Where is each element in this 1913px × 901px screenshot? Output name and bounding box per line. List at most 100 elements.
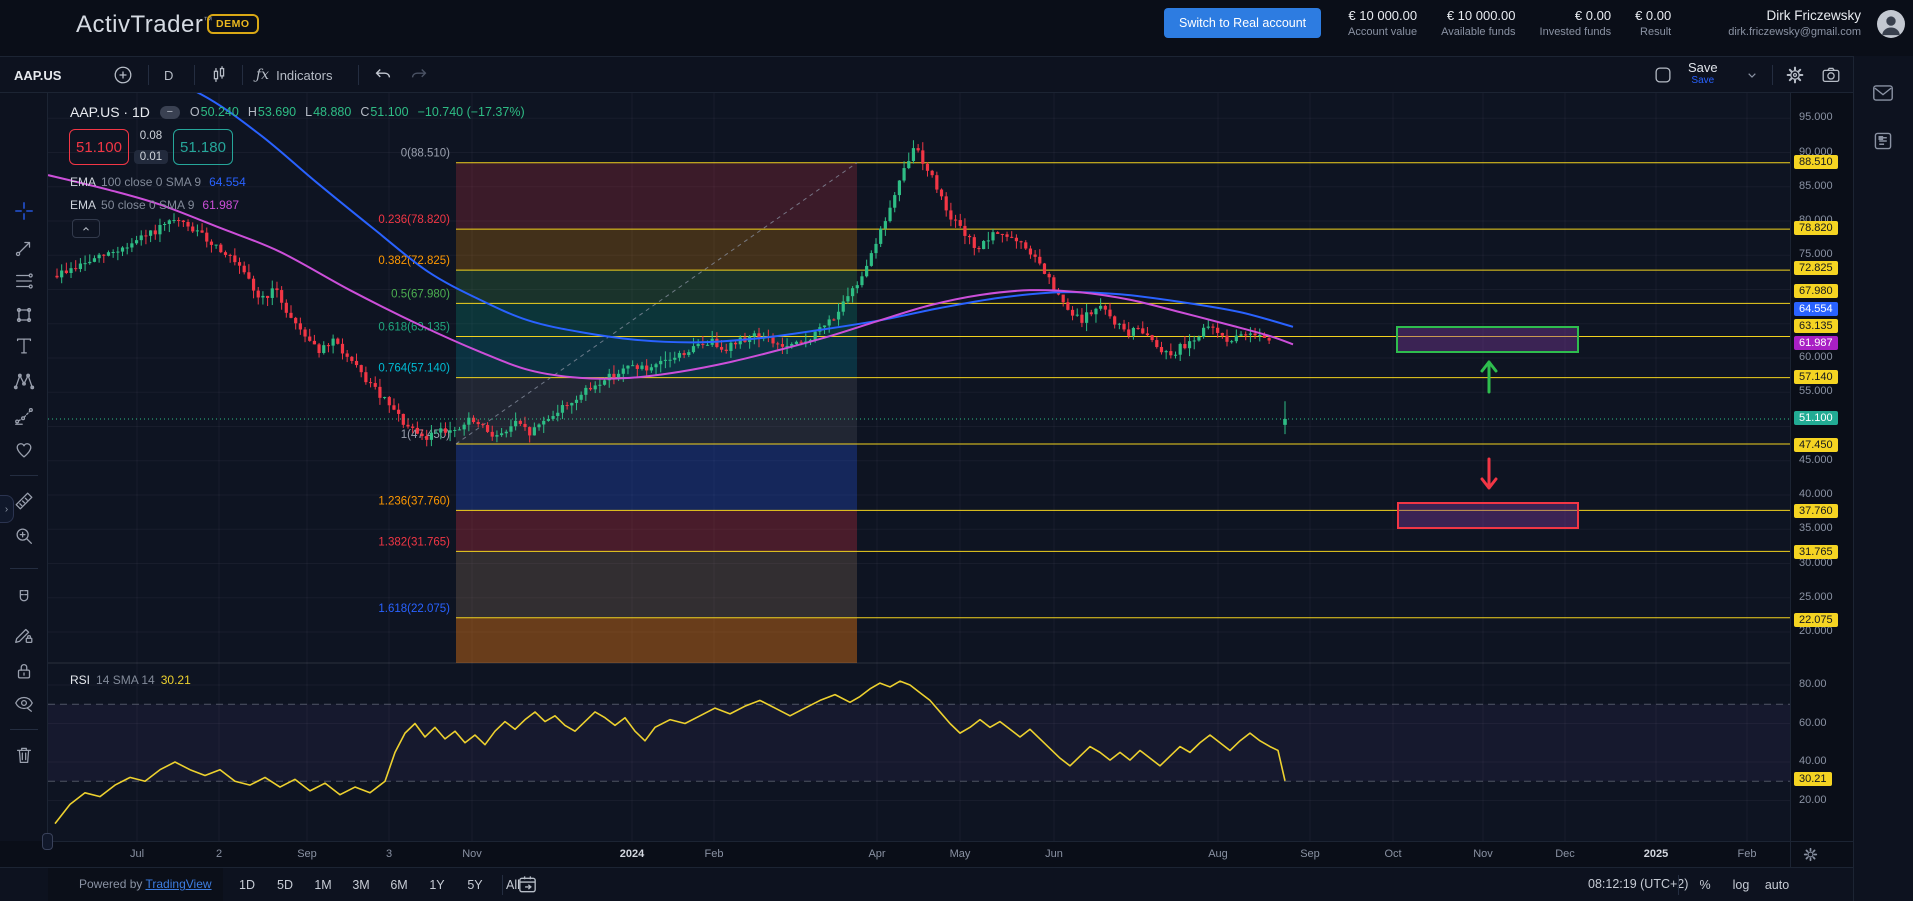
tool-crosshair[interactable] xyxy=(13,200,35,222)
calendar-icon xyxy=(516,873,539,896)
range-button-all[interactable]: All xyxy=(506,877,520,892)
watchlist-expand-handle[interactable]: › xyxy=(0,495,14,523)
range-button-6m[interactable]: 6M xyxy=(390,877,408,892)
range-button-5d[interactable]: 5D xyxy=(277,877,293,892)
price-chart[interactable]: 0(88.510)0.236(78.820)0.382(72.825)0.5(6… xyxy=(48,93,1790,841)
time-label: Nov xyxy=(462,848,482,860)
ohlc-pair: C51.100 xyxy=(360,105,409,119)
ohlc-pair: O50.240 xyxy=(189,105,239,119)
bottom-bar: Powered by TradingView 1D 5D 1M 3M 6M 1Y 5Y All… xyxy=(0,867,1913,901)
tool-forecast[interactable] xyxy=(13,405,35,427)
indicator-row[interactable]: EMA 50 close 0 SMA 9 61.987 xyxy=(70,193,246,216)
chart-toolbar: AAP.US D ƒx Indicators Save Save xyxy=(0,56,1913,93)
news-button[interactable] xyxy=(1870,128,1896,154)
redo-button[interactable] xyxy=(408,57,430,93)
symbol-add-button[interactable] xyxy=(112,57,134,93)
bottom-left-handle[interactable] xyxy=(42,833,53,850)
timeframe-button[interactable]: D xyxy=(164,67,174,83)
range-button-3m[interactable]: 3M xyxy=(352,877,370,892)
tool-remove-drawings[interactable] xyxy=(13,744,35,766)
drawing-tools-rail xyxy=(0,93,48,841)
time-label: Feb xyxy=(1737,848,1757,860)
tool-magnet[interactable] xyxy=(13,587,35,609)
indicator-row[interactable]: EMA 100 close 0 SMA 9 64.554 xyxy=(70,170,246,193)
save-label: Save xyxy=(1688,60,1718,75)
legend-visibility-toggle[interactable]: − xyxy=(159,105,180,119)
save-button[interactable]: Save Save xyxy=(1688,60,1718,86)
scale-button-auto[interactable]: auto xyxy=(1764,877,1790,892)
scale-button-percent[interactable]: % xyxy=(1699,877,1711,892)
time-label: Sep xyxy=(297,848,317,860)
indicator-params: 100 close 0 SMA 9 xyxy=(101,174,202,189)
indicators-button[interactable]: ƒx Indicators xyxy=(256,57,332,93)
tool-lock-all[interactable] xyxy=(13,660,35,682)
legend-symbol-interval[interactable]: AAP.US · 1D xyxy=(70,104,150,120)
scale-buttons: % log auto xyxy=(1688,872,1794,897)
go-to-date-button[interactable] xyxy=(516,873,539,896)
mail-button[interactable] xyxy=(1870,80,1896,106)
tool-fib-retracement[interactable] xyxy=(13,270,35,292)
time-label: Jul xyxy=(129,848,145,860)
tool-text[interactable] xyxy=(13,335,35,357)
time-label: May xyxy=(949,848,971,860)
time-label: Dec xyxy=(1555,848,1575,860)
rsi-legend[interactable]: RSI 14 SMA 14 30.21 xyxy=(70,673,191,687)
tool-trend-line[interactable] xyxy=(13,237,35,259)
tool-hide-drawings[interactable] xyxy=(13,692,35,714)
tool-ruler[interactable] xyxy=(13,490,35,512)
buy-button[interactable]: 51.180 xyxy=(173,129,233,165)
top-bar: ActivTrader™ DEMO Switch to Real account… xyxy=(0,0,1913,56)
price-tick: 20.000 xyxy=(1799,625,1833,637)
indicator-value: 61.987 xyxy=(202,197,240,212)
chart-style-button[interactable] xyxy=(208,57,230,93)
avatar[interactable] xyxy=(1877,10,1905,38)
legend-collapse-button[interactable] xyxy=(72,219,100,238)
chart-settings-button[interactable] xyxy=(1784,57,1806,93)
undo-button[interactable] xyxy=(372,57,394,93)
price-axis[interactable]: 95.000 90.000 85.000 80.000 75.000 60.000 55.0… xyxy=(1790,93,1853,841)
chart-legend: AAP.US · 1D − O50.240 H53.690 L48.880 C51.1… xyxy=(70,104,525,120)
range-buttons: 1D 5D 1M 3M 6M 1Y 5Y All xyxy=(230,872,530,897)
layout-square-icon xyxy=(1652,64,1674,86)
price-badge: 57.140 xyxy=(1794,370,1838,384)
svg-text:0.236(78.820): 0.236(78.820) xyxy=(378,214,450,226)
range-button-5y[interactable]: 5Y xyxy=(467,877,483,892)
sell-button[interactable]: 51.100 xyxy=(69,129,129,165)
tool-shapes[interactable] xyxy=(13,304,35,326)
quote-widget: 51.100 0.08 0.01 51.180 xyxy=(69,129,233,165)
tool-zoom-in[interactable] xyxy=(13,525,35,547)
price-tick: 25.000 xyxy=(1799,590,1833,603)
svg-text:1.618(22.075): 1.618(22.075) xyxy=(378,603,450,615)
switch-to-real-account-button[interactable]: Switch to Real account xyxy=(1164,8,1322,38)
tool-draw-lock[interactable] xyxy=(13,624,35,646)
range-button-1d[interactable]: 1D xyxy=(239,877,255,892)
sun-icon[interactable] xyxy=(1801,845,1820,864)
tradingview-link[interactable]: TradingView xyxy=(145,877,212,891)
layout-button[interactable] xyxy=(1652,57,1674,93)
account-metric-value: € 10 000.00 xyxy=(1348,8,1418,23)
symbol-button[interactable]: AAP.US xyxy=(14,67,62,83)
rsi-tick: 20.00 xyxy=(1799,793,1827,806)
rsi-tick: 80.00 xyxy=(1799,678,1827,690)
price-badge: 88.510 xyxy=(1794,155,1838,169)
user-block[interactable]: Dirk Friczewsky dirk.friczewsky@gmail.co… xyxy=(1728,8,1861,38)
range-button-1y[interactable]: 1Y xyxy=(429,877,445,892)
spread-high: 0.08 xyxy=(139,130,163,142)
tool-xabcd-pattern[interactable] xyxy=(13,370,35,392)
tool-emoji[interactable] xyxy=(13,439,35,461)
range-button-1m[interactable]: 1M xyxy=(314,877,332,892)
scale-button-log[interactable]: log xyxy=(1732,877,1750,892)
time-axis[interactable]: Jul 2 Sep 3 Nov 2024 Feb Apr May Jun Aug Sep Oct Nov D… xyxy=(48,841,1790,867)
snapshot-button[interactable] xyxy=(1820,57,1842,93)
svg-text:1.236(37.760): 1.236(37.760) xyxy=(378,495,450,507)
save-menu-button[interactable] xyxy=(1744,57,1760,93)
rsi-value: 30.21 xyxy=(160,673,191,687)
user-name: Dirk Friczewsky xyxy=(1766,8,1862,23)
activtrader-logo: ActivTrader™ xyxy=(76,11,213,38)
tools-separator xyxy=(10,729,38,730)
fx-icon: ƒx xyxy=(256,67,270,83)
right-sidebar xyxy=(1853,56,1913,901)
price-tick: 55.000 xyxy=(1799,385,1833,398)
price-badge: 47.450 xyxy=(1794,438,1838,452)
clock[interactable]: 08:12:19 (UTC+2) xyxy=(1588,877,1689,891)
